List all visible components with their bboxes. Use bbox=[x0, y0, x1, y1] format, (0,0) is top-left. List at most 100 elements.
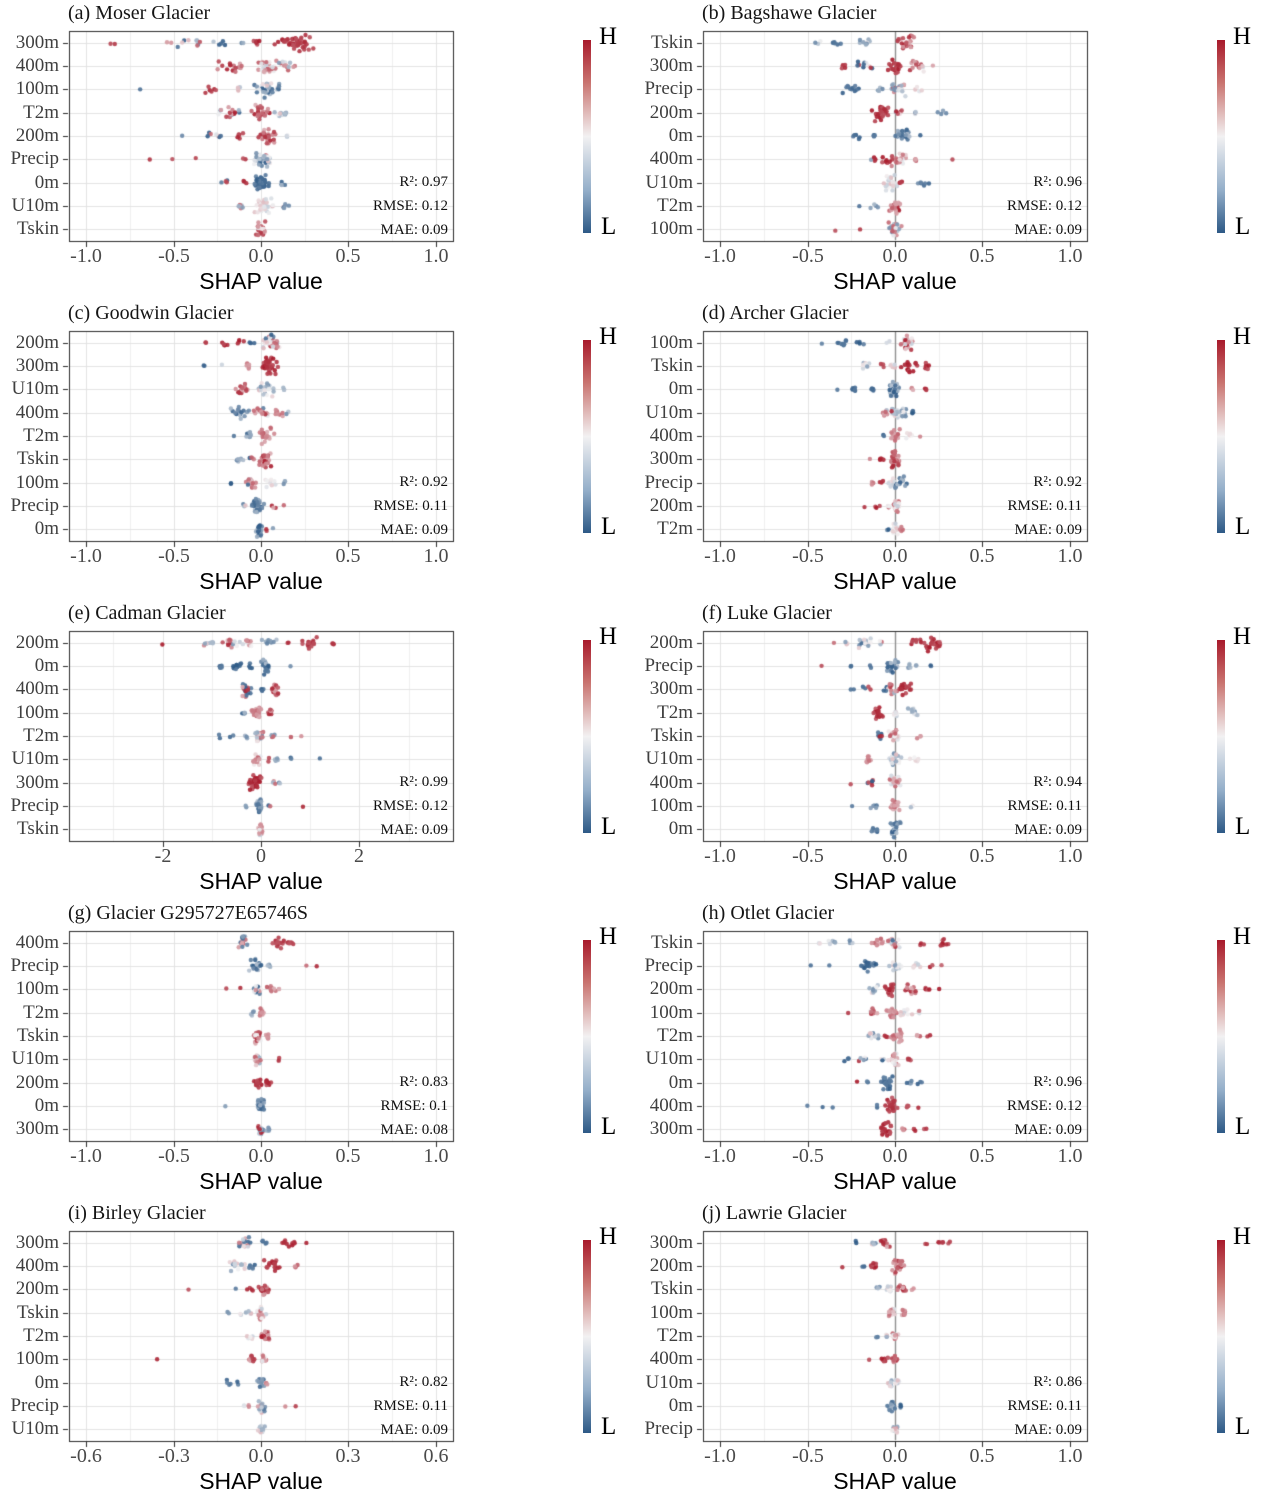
y-axis-label-tskin: Tskin bbox=[651, 355, 693, 376]
colorbar-low-label: L bbox=[1235, 813, 1251, 840]
y-axis-label-tskin: Tskin bbox=[17, 448, 59, 469]
y-axis-label-100m: 100m bbox=[15, 1348, 59, 1369]
y-axis-label-100m: 100m bbox=[15, 702, 59, 723]
colorbar bbox=[1217, 40, 1225, 233]
y-axis-label-t2m: T2m bbox=[657, 1025, 693, 1046]
x-tick-label: -1.0 bbox=[70, 245, 102, 267]
y-axis-label-300m: 300m bbox=[15, 32, 59, 53]
y-axis-label-u10m: U10m bbox=[645, 172, 694, 193]
y-axis-label-u10m: U10m bbox=[645, 1372, 694, 1393]
y-axis-label-300m: 300m bbox=[649, 678, 693, 699]
y-axis-label-0m: 0m bbox=[34, 1095, 59, 1116]
y-axis-label-200m: 200m bbox=[15, 125, 59, 146]
stat-r2-c: R²: 0.92 bbox=[399, 474, 448, 490]
y-axis-label-0m: 0m bbox=[668, 1072, 693, 1093]
x-axis-title: SHAP value bbox=[199, 568, 323, 594]
beeswarm-canvas-h bbox=[634, 900, 1269, 1200]
y-axis-label-300m: 300m bbox=[15, 355, 59, 376]
y-axis-label-200m: 200m bbox=[15, 1278, 59, 1299]
x-tick-label: 0.5 bbox=[969, 845, 995, 867]
beeswarm-canvas-i bbox=[0, 1200, 635, 1507]
y-axis-label-precip: Precip bbox=[10, 148, 59, 169]
panel-i: (i) Birley Glacier 300m 400m 200m Tskin T2m 10… bbox=[0, 1200, 635, 1507]
y-axis-label-precip: Precip bbox=[10, 495, 59, 516]
x-tick-label: 1.0 bbox=[1057, 1145, 1083, 1167]
y-axis-label-precip: Precip bbox=[644, 955, 693, 976]
beeswarm-canvas-c bbox=[0, 300, 635, 600]
y-axis-label-tskin: Tskin bbox=[651, 32, 693, 53]
x-tick-label: 0.0 bbox=[882, 1145, 908, 1167]
y-axis-label-tskin: Tskin bbox=[651, 1278, 693, 1299]
y-axis-label-200m: 200m bbox=[649, 102, 693, 123]
y-axis-label-tskin: Tskin bbox=[17, 1302, 59, 1323]
panel-c: (c) Goodwin Glacier 200m 300m U10m 400m T2m Ts… bbox=[0, 300, 635, 600]
y-axis-label-u10m: U10m bbox=[645, 402, 694, 423]
x-tick-label: -2 bbox=[154, 845, 172, 867]
stat-mae-i: MAE: 0.09 bbox=[380, 1422, 449, 1438]
y-axis-label-300m: 300m bbox=[15, 1118, 59, 1139]
stat-mae-g: MAE: 0.08 bbox=[380, 1122, 449, 1138]
panel-title-b: (b) Bagshawe Glacier bbox=[702, 2, 877, 24]
y-axis-label-u10m: U10m bbox=[11, 748, 60, 769]
panel-d: (d) Archer Glacier 100m Tskin 0m U10m 400m 300… bbox=[634, 300, 1269, 600]
y-axis-label-300m: 300m bbox=[649, 448, 693, 469]
x-tick-label: 1.0 bbox=[423, 1145, 449, 1167]
y-axis-label-t2m: T2m bbox=[657, 702, 693, 723]
colorbar-low-label: L bbox=[1235, 1413, 1251, 1440]
y-axis-label-t2m: T2m bbox=[657, 1325, 693, 1346]
y-axis-label-200m: 200m bbox=[649, 495, 693, 516]
y-axis-label-100m: 100m bbox=[15, 978, 59, 999]
y-axis-label-u10m: U10m bbox=[11, 195, 60, 216]
y-axis-label-u10m: U10m bbox=[645, 748, 694, 769]
x-tick-label: -0.5 bbox=[158, 1145, 190, 1167]
panel-h: (h) Otlet Glacier Tskin Precip 200m 100m T2m U… bbox=[634, 900, 1269, 1200]
y-axis-label-0m: 0m bbox=[34, 172, 59, 193]
colorbar bbox=[1217, 1240, 1225, 1433]
x-tick-label: 1.0 bbox=[1057, 845, 1083, 867]
colorbar bbox=[583, 940, 591, 1133]
x-tick-label: 0.0 bbox=[882, 845, 908, 867]
y-axis-label-100m: 100m bbox=[649, 218, 693, 239]
x-axis-title: SHAP value bbox=[199, 1468, 323, 1494]
x-tick-label: 0.5 bbox=[335, 1145, 361, 1167]
y-axis-label-t2m: T2m bbox=[23, 1325, 59, 1346]
panel-title-h: (h) Otlet Glacier bbox=[702, 902, 835, 924]
y-axis-label-0m: 0m bbox=[34, 1372, 59, 1393]
y-axis-label-t2m: T2m bbox=[657, 195, 693, 216]
stat-rmse-j: RMSE: 0.11 bbox=[1007, 1398, 1082, 1414]
y-axis-label-precip: Precip bbox=[644, 78, 693, 99]
y-axis-label-t2m: T2m bbox=[23, 102, 59, 123]
stat-mae-a: MAE: 0.09 bbox=[380, 222, 449, 238]
y-axis-label-precip: Precip bbox=[10, 795, 59, 816]
colorbar bbox=[583, 340, 591, 533]
y-axis-label-100m: 100m bbox=[15, 472, 59, 493]
x-tick-label: -0.5 bbox=[158, 245, 190, 267]
y-axis-label-u10m: U10m bbox=[11, 378, 60, 399]
y-axis-label-precip: Precip bbox=[10, 1395, 59, 1416]
stat-mae-f: MAE: 0.09 bbox=[1014, 822, 1083, 838]
y-axis-label-400m: 400m bbox=[649, 148, 693, 169]
x-tick-label: 0.0 bbox=[248, 1445, 274, 1467]
beeswarm-canvas-b bbox=[634, 0, 1269, 300]
y-axis-label-400m: 400m bbox=[15, 55, 59, 76]
beeswarm-canvas-f bbox=[634, 600, 1269, 900]
x-tick-label: 0.6 bbox=[423, 1445, 449, 1467]
y-axis-label-200m: 200m bbox=[649, 1255, 693, 1276]
stat-rmse-h: RMSE: 0.12 bbox=[1006, 1098, 1082, 1114]
y-axis-label-200m: 200m bbox=[649, 632, 693, 653]
panel-e: (e) Cadman Glacier 200m 0m 400m 100m T2m U10m 3… bbox=[0, 600, 635, 900]
y-axis-label-0m: 0m bbox=[34, 655, 59, 676]
colorbar-high-label: H bbox=[599, 1223, 618, 1250]
y-axis-label-0m: 0m bbox=[668, 1395, 693, 1416]
x-tick-label: 0.0 bbox=[248, 1145, 274, 1167]
y-axis-label-300m: 300m bbox=[649, 55, 693, 76]
y-axis-label-u10m: U10m bbox=[645, 1048, 694, 1069]
x-tick-label: -1.0 bbox=[704, 245, 736, 267]
stat-rmse-d: RMSE: 0.11 bbox=[1007, 498, 1082, 514]
y-axis-label-precip: Precip bbox=[644, 655, 693, 676]
x-tick-label: -1.0 bbox=[70, 545, 102, 567]
x-tick-label: 0.0 bbox=[248, 545, 274, 567]
panel-title-e: (e) Cadman Glacier bbox=[68, 602, 226, 624]
x-tick-label: 1.0 bbox=[1057, 545, 1083, 567]
beeswarm-canvas-j bbox=[634, 1200, 1269, 1507]
